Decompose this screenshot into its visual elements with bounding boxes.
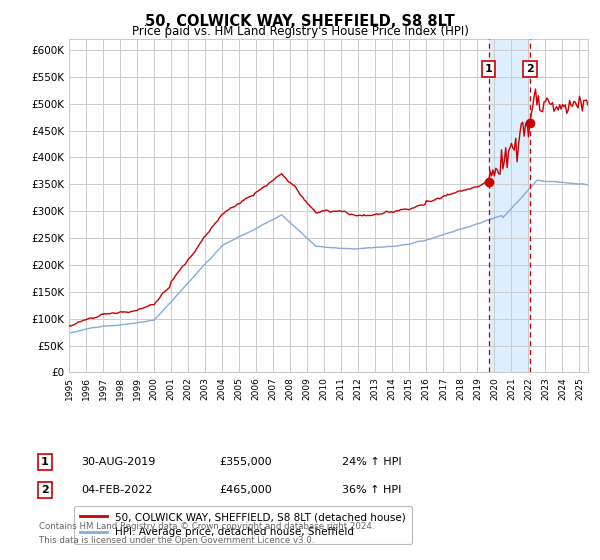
Text: 36% ↑ HPI: 36% ↑ HPI bbox=[342, 485, 401, 495]
Bar bbox=[489, 39, 530, 372]
Text: 04-FEB-2022: 04-FEB-2022 bbox=[81, 485, 152, 495]
Text: 1: 1 bbox=[41, 457, 49, 467]
Text: 50, COLWICK WAY, SHEFFIELD, S8 8LT: 50, COLWICK WAY, SHEFFIELD, S8 8LT bbox=[145, 14, 455, 29]
Legend: 50, COLWICK WAY, SHEFFIELD, S8 8LT (detached house), HPI: Average price, detache: 50, COLWICK WAY, SHEFFIELD, S8 8LT (deta… bbox=[74, 506, 412, 544]
Text: £355,000: £355,000 bbox=[219, 457, 272, 467]
Text: 2: 2 bbox=[526, 64, 534, 74]
Text: £465,000: £465,000 bbox=[219, 485, 272, 495]
Text: This data is licensed under the Open Government Licence v3.0.: This data is licensed under the Open Gov… bbox=[39, 536, 314, 545]
Text: 30-AUG-2019: 30-AUG-2019 bbox=[81, 457, 155, 467]
Text: Price paid vs. HM Land Registry's House Price Index (HPI): Price paid vs. HM Land Registry's House … bbox=[131, 25, 469, 38]
Text: Contains HM Land Registry data © Crown copyright and database right 2024.: Contains HM Land Registry data © Crown c… bbox=[39, 522, 374, 531]
Text: 2: 2 bbox=[41, 485, 49, 495]
Text: 1: 1 bbox=[485, 64, 493, 74]
Text: 24% ↑ HPI: 24% ↑ HPI bbox=[342, 457, 401, 467]
